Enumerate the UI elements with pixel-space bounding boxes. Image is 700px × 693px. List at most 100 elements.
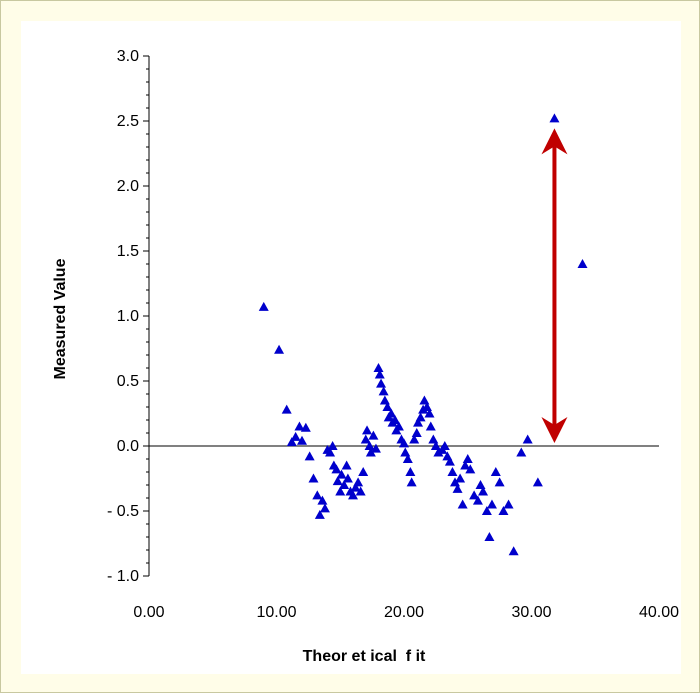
data-point	[379, 395, 390, 405]
x-tick-label: 10.00	[256, 604, 296, 621]
x-tick-labels: 0.00 10.00 20.00 30.00 40.00	[133, 604, 679, 621]
data-point	[494, 477, 505, 487]
data-point	[481, 506, 492, 515]
chart-panel: - 1.0 - 0.5 0.0 0.5 1.0 1.5 2.0 2.5 3.0 0.00 10.0…	[21, 21, 681, 674]
data-point	[452, 483, 463, 493]
data-point	[304, 451, 315, 461]
data-point	[312, 490, 323, 500]
data-point	[469, 490, 480, 500]
data-point	[373, 363, 384, 372]
data-point	[350, 482, 361, 492]
data-point	[400, 447, 411, 457]
data-point	[362, 425, 373, 435]
data-point	[577, 259, 588, 268]
y-tick-label: 1.0	[117, 308, 139, 325]
data-point	[332, 476, 343, 486]
data-point	[460, 460, 471, 470]
data-point	[368, 430, 379, 440]
data-point	[447, 467, 458, 476]
data-point	[484, 532, 495, 541]
arrow-head-bottom	[541, 417, 568, 443]
data-point	[378, 386, 389, 396]
arrow-head-top	[541, 128, 568, 155]
data-point	[365, 447, 376, 457]
y-tick-marks	[143, 55, 149, 577]
x-tick-label: 40.00	[639, 604, 679, 621]
y-tick-label: 0.5	[117, 373, 139, 390]
data-point	[411, 428, 422, 437]
y-tick-label: 0.0	[117, 438, 139, 455]
data-point	[374, 369, 385, 379]
y-tick-label: 2.5	[117, 113, 139, 130]
data-point	[415, 412, 426, 422]
data-point	[308, 473, 319, 483]
data-point	[358, 467, 369, 476]
y-tick-label: 2.0	[117, 178, 139, 195]
x-tick-label: 20.00	[384, 604, 424, 621]
y-axis-title: Measured Value	[52, 258, 69, 379]
data-point	[286, 437, 297, 447]
data-point	[503, 499, 514, 509]
y-tick-labels: - 1.0 - 0.5 0.0 0.5 1.0 1.5 2.0 2.5 3.0	[107, 48, 139, 585]
data-point	[522, 434, 533, 444]
data-point	[335, 486, 346, 496]
y-tick-label: - 1.0	[107, 568, 139, 585]
data-point	[465, 464, 476, 474]
data-point	[339, 480, 350, 489]
y-tick-label: 3.0	[117, 48, 139, 65]
data-point	[336, 469, 347, 479]
data-point	[382, 402, 393, 411]
data-point	[490, 467, 501, 476]
data-point	[402, 454, 413, 463]
data-point	[409, 434, 420, 444]
data-point	[317, 495, 328, 505]
data-point	[498, 506, 509, 515]
data-point	[300, 422, 311, 432]
data-point	[327, 441, 338, 450]
data-point	[294, 421, 305, 431]
data-point	[478, 486, 489, 496]
data-point	[424, 408, 435, 418]
data-point	[364, 441, 375, 450]
data-point	[331, 464, 342, 474]
x-axis-title: Theor et ical f it	[303, 648, 426, 665]
data-point	[549, 113, 560, 123]
data-point	[325, 447, 336, 457]
data-point	[355, 486, 366, 496]
data-point	[319, 503, 330, 513]
data-point	[399, 438, 409, 448]
data-point	[425, 421, 436, 431]
data-point	[516, 447, 527, 457]
data-point	[405, 467, 416, 476]
data-point	[297, 435, 307, 445]
data-point	[290, 431, 301, 441]
y-tick-label: - 0.5	[107, 503, 139, 520]
data-point	[274, 344, 285, 354]
y-tick-label: 1.5	[117, 243, 139, 260]
data-point	[455, 473, 466, 483]
data-point	[376, 378, 387, 388]
data-point	[341, 460, 352, 470]
data-point	[462, 454, 473, 463]
data-point	[390, 415, 401, 424]
range-arrow-annotation	[541, 128, 568, 443]
data-point	[314, 509, 325, 519]
x-tick-label: 0.00	[133, 604, 164, 621]
data-point	[475, 480, 486, 489]
data-point	[472, 495, 483, 505]
data-point	[508, 546, 519, 556]
scatter-chart: - 1.0 - 0.5 0.0 0.5 1.0 1.5 2.0 2.5 3.0 0.00 10.0…	[52, 48, 679, 665]
x-tick-label: 30.00	[511, 604, 551, 621]
data-point	[342, 473, 353, 483]
data-point	[444, 456, 455, 466]
data-point	[281, 404, 292, 414]
data-point	[386, 408, 397, 418]
data-point	[393, 421, 404, 431]
data-point	[413, 417, 424, 427]
data-point	[428, 434, 439, 444]
data-point	[348, 490, 358, 500]
data-point	[419, 395, 430, 405]
data-point	[353, 477, 364, 487]
data-point	[406, 477, 417, 487]
